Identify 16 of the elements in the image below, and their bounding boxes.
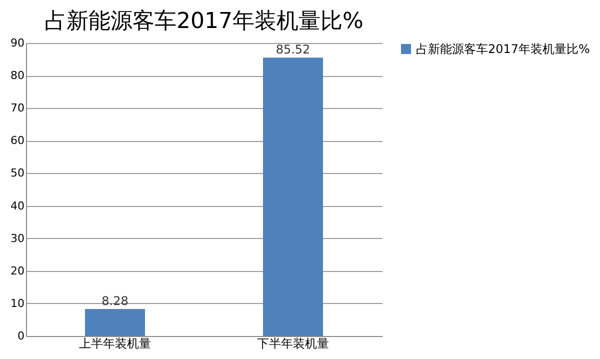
chart-title: 占新能源客车2017年装机量比% [44,9,364,34]
y-tick-label: 20 [10,264,24,278]
y-tick-label: 50 [10,166,24,180]
data-label: 85.52 [276,42,310,57]
legend-label: 占新能源客车2017年装机量比% [416,42,590,56]
y-tick-label: 40 [10,199,24,212]
y-tick-label: 60 [10,134,24,148]
x-tick-label: 上半年装机量 [79,336,151,350]
data-label: 8.28 [102,294,128,308]
x-tick-label: 下半年装机量 [257,336,329,350]
y-tick-label: 80 [10,69,24,82]
y-tick-label: 90 [10,36,24,50]
y-tick-label: 70 [10,102,24,115]
y-tick-label: 10 [10,296,24,310]
y-tick-label: 30 [10,232,24,245]
y-tick-label: 0 [18,330,24,342]
